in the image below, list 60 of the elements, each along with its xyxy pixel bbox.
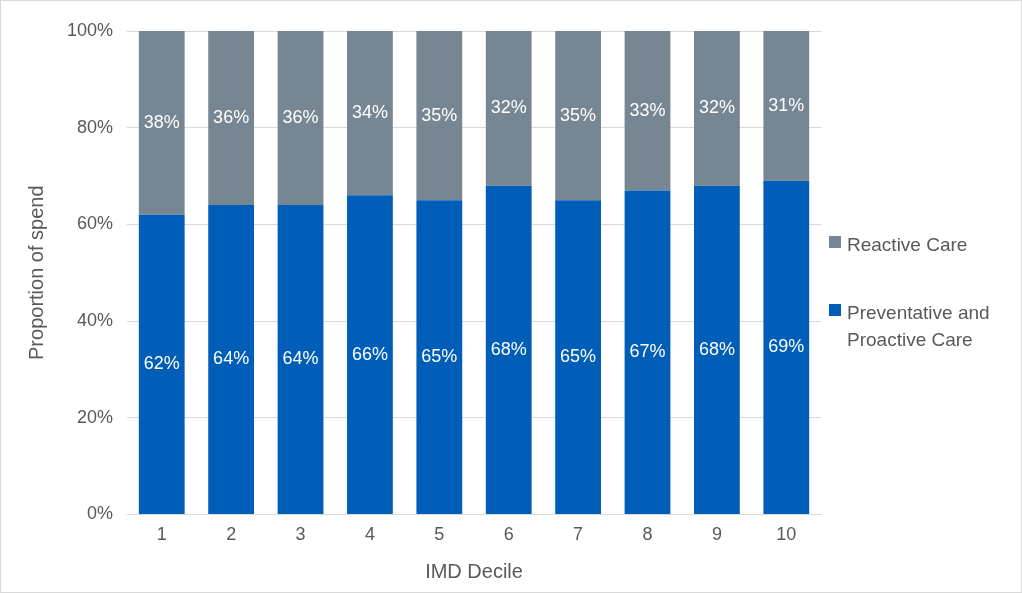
data-label: 34% (351, 102, 388, 123)
data-label: 32% (698, 97, 735, 118)
bar (277, 31, 324, 206)
x-tick-label: 9 (711, 524, 722, 545)
bar (694, 185, 740, 514)
bar (208, 31, 255, 206)
y-axis-title: Proportion of spend (24, 185, 47, 360)
x-tick-label: 6 (503, 524, 514, 545)
data-label: 62% (143, 353, 180, 374)
x-tick-label: 7 (573, 524, 584, 545)
data-label: 69% (768, 336, 805, 357)
y-tick-label: 80% (77, 116, 114, 137)
data-label: 36% (213, 106, 250, 127)
data-label: 64% (282, 348, 319, 369)
data-label: 67% (629, 341, 666, 362)
bar (347, 195, 393, 514)
data-label: 31% (768, 94, 805, 115)
bar (347, 31, 393, 196)
y-tick-label: 0% (87, 503, 114, 524)
legend-label: Preventative and Proactive Care (847, 300, 991, 353)
x-tick-label: 4 (364, 524, 375, 545)
data-label: 68% (698, 338, 735, 359)
bar (138, 214, 185, 514)
legend-label: Reactive Care (847, 233, 968, 257)
x-tick-label: 1 (156, 524, 167, 545)
bar (763, 31, 810, 181)
x-tick-label: 2 (226, 524, 237, 545)
x-tick-label: 8 (642, 524, 653, 545)
data-label: 35% (421, 104, 458, 125)
data-label: 35% (560, 104, 597, 125)
data-label: 68% (490, 338, 527, 359)
bar (555, 200, 602, 514)
bar (485, 31, 532, 186)
bar (694, 31, 740, 186)
data-label: 36% (282, 106, 319, 127)
data-label: 32% (490, 97, 527, 118)
data-label: 33% (629, 99, 666, 120)
bar (624, 190, 671, 514)
data-label: 65% (560, 346, 597, 367)
bar (416, 31, 463, 201)
y-tick-label: 100% (66, 19, 114, 40)
y-tick-label: 20% (77, 406, 114, 427)
bar (485, 185, 532, 514)
bar (208, 205, 255, 514)
bar (277, 205, 324, 514)
data-label: 65% (421, 346, 458, 367)
x-axis-title: IMD Decile (425, 559, 523, 582)
bar (763, 180, 810, 514)
bar (624, 31, 671, 191)
x-tick-label: 5 (434, 524, 445, 545)
bar (555, 31, 602, 201)
x-tick-label: 10 (776, 524, 797, 545)
bar (138, 31, 185, 215)
y-tick-label: 40% (77, 310, 114, 331)
bar (416, 200, 463, 514)
x-tick-label: 3 (295, 524, 306, 545)
data-label: 38% (143, 111, 180, 132)
data-label: 64% (213, 348, 250, 369)
data-label: 66% (351, 343, 388, 364)
y-tick-label: 60% (77, 213, 114, 234)
